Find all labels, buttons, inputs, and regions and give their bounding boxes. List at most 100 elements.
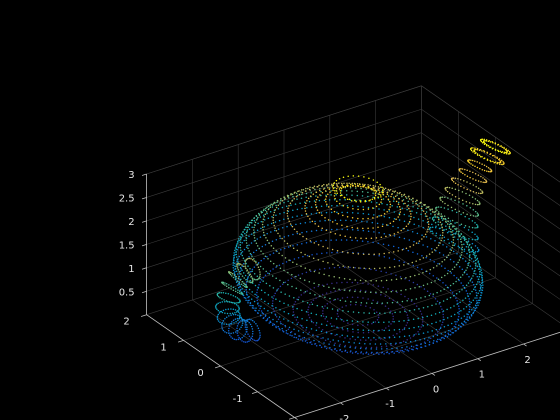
data-point [297,274,300,276]
data-point [248,224,251,226]
data-point [275,249,277,252]
data-point [377,226,379,229]
data-point [419,258,421,261]
data-point [449,220,452,222]
data-point [283,247,286,250]
data-point [343,277,346,280]
data-point [434,239,436,242]
data-point [299,324,302,326]
data-point [447,208,449,210]
data-point [292,247,295,249]
data-point [264,209,267,212]
data-point [296,198,298,200]
data-point [285,329,288,332]
data-point [293,228,296,230]
data-point [333,276,335,278]
data-point [239,246,242,249]
data-point [237,291,239,294]
data-point [287,271,289,274]
data-point [311,303,314,305]
data-point [225,283,228,285]
data-point [324,216,326,219]
data-point [234,287,237,290]
data-point [267,217,270,219]
data-point [248,244,250,246]
data-point [279,235,281,237]
data-point [250,253,253,256]
data-point [465,306,468,308]
data-point [402,199,405,201]
data-point [468,298,470,300]
data-point [392,318,394,320]
data-point [442,300,445,302]
data-point [320,315,323,317]
data-point [407,298,410,300]
data-point [283,218,285,221]
data-point [411,261,414,264]
data-point [451,246,453,249]
data-point [309,269,311,271]
data-point [462,299,464,301]
data-point [362,253,365,255]
data-point [269,270,272,272]
data-point [460,223,463,226]
data-point [250,221,252,224]
data-point [259,334,261,336]
data-point [352,175,355,177]
data-point [322,315,325,317]
data-point [454,188,457,190]
data-point [465,240,468,243]
data-point [305,187,307,190]
data-point [306,341,309,344]
data-point [472,311,475,314]
data-point [446,223,449,225]
data-point [456,253,458,255]
data-point [400,342,402,344]
data-point [479,270,481,273]
data-point [346,335,349,337]
data-point [301,340,304,342]
data-point [305,202,307,204]
data-point [305,339,308,341]
data-point [443,207,446,209]
data-point [358,342,361,345]
data-point [331,282,333,285]
data-point [336,251,338,254]
data-point [470,301,472,304]
data-point [427,223,430,226]
data-point [494,156,496,158]
data-point [372,299,374,302]
data-point [367,208,370,210]
data-point [400,349,402,352]
data-point [238,264,240,266]
data-point [430,213,432,215]
data-point [320,212,323,214]
data-point [420,297,422,299]
data-point [233,302,235,304]
data-point [482,177,484,179]
data-point [368,312,371,314]
data-point [476,161,478,163]
data-point [483,157,485,160]
data-point [478,201,480,203]
data-point [307,306,310,308]
data-point [377,188,380,190]
data-point [428,206,430,208]
data-point [234,278,237,281]
data-point [248,295,250,298]
data-point [437,211,440,213]
data-point [441,200,444,203]
data-point [344,199,346,201]
data-point [267,208,270,211]
data-point [244,333,247,335]
data-point [413,334,415,336]
data-point [378,189,380,192]
data-point [382,286,385,289]
data-point [422,325,424,327]
data-point [426,283,429,285]
data-point [380,348,383,350]
data-point [451,268,454,271]
data-point [264,213,267,216]
data-point [339,194,342,197]
data-point [479,287,482,290]
